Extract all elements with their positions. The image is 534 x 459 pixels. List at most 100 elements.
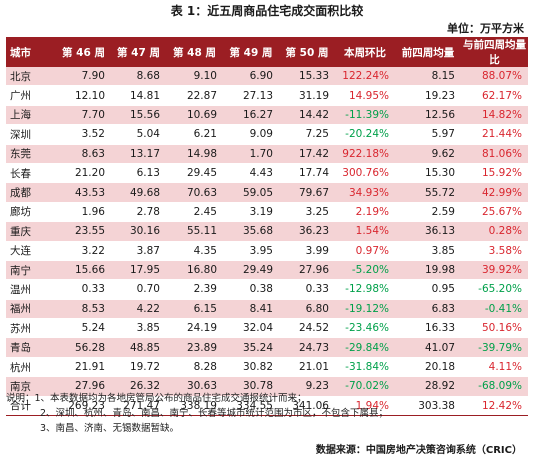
cell-w48: 6.21 xyxy=(166,124,223,145)
cell-w49: 35.68 xyxy=(223,221,279,242)
cell-w47: 48.85 xyxy=(111,337,166,358)
cell-wow: -12.98% xyxy=(335,279,395,300)
cell-w50: 31.19 xyxy=(279,85,335,106)
total-vs-avg: 12.42% xyxy=(461,395,528,417)
table-row: 南宁 15.66 17.95 16.80 29.49 27.96 -5.20% 19.98 39… xyxy=(6,260,528,281)
cell-w46: 21.20 xyxy=(56,163,111,184)
cell-avg4: 2.59 xyxy=(395,202,461,223)
cell-w50: 14.42 xyxy=(279,105,335,126)
total-w47: 271.47 xyxy=(111,395,166,417)
table-row: 苏州 5.24 3.85 24.19 32.04 24.52 -23.46% 16.33 50.… xyxy=(6,318,528,339)
header-four-week-avg: 前四周均量 xyxy=(395,37,461,67)
table-row: 广州 12.10 14.81 22.87 27.13 31.19 14.95% 19.23 62… xyxy=(6,85,528,106)
cell-w48: 2.45 xyxy=(166,202,223,223)
cell-avg4: 20.18 xyxy=(395,357,461,378)
cell-w46: 8.53 xyxy=(56,299,111,320)
cell-w46: 3.52 xyxy=(56,124,111,145)
data-source: 数据来源：中国房地产决策咨询系统（CRIC） xyxy=(315,445,522,456)
header-week-over-week: 本周环比 xyxy=(335,37,395,67)
table-row: 东莞 8.63 13.17 14.98 1.70 17.42 922.18% 9.62 81.0… xyxy=(6,144,528,164)
cell-city: 南宁 xyxy=(6,260,56,281)
cell-wow: -31.84% xyxy=(335,357,395,378)
total-w49: 334.55 xyxy=(223,395,279,417)
cell-w50: 24.73 xyxy=(279,337,335,358)
cell-w49: 0.38 xyxy=(223,279,279,300)
cell-vs-avg: 39.92% xyxy=(461,260,528,281)
total-w48: 338.19 xyxy=(166,395,223,417)
cell-w46: 7.70 xyxy=(56,105,111,126)
cell-w47: 14.81 xyxy=(111,85,166,106)
cell-w48: 24.19 xyxy=(166,318,223,339)
cell-w47: 2.78 xyxy=(111,202,166,223)
cell-city: 上海 xyxy=(6,105,56,126)
total-avg4: 303.38 xyxy=(395,395,461,417)
cell-city: 成都 xyxy=(6,182,56,203)
cell-w46: 0.33 xyxy=(56,279,111,300)
cell-w47: 5.04 xyxy=(111,124,166,145)
cell-w48: 55.11 xyxy=(166,221,223,242)
cell-vs-avg: 25.67% xyxy=(461,202,528,223)
header-week-47: 第 47 周 xyxy=(111,37,166,67)
cell-w47: 13.17 xyxy=(111,144,166,164)
cell-vs-avg: 88.07% xyxy=(461,67,528,87)
cell-avg4: 12.56 xyxy=(395,105,461,126)
cell-avg4: 9.62 xyxy=(395,144,461,164)
cell-w50: 36.23 xyxy=(279,221,335,242)
cell-w48: 23.89 xyxy=(166,337,223,358)
cell-w47: 4.22 xyxy=(111,299,166,320)
cell-wow: 922.18% xyxy=(335,144,395,164)
cell-city: 福州 xyxy=(6,299,56,320)
cell-vs-avg: -0.41% xyxy=(461,299,528,320)
cell-vs-avg: 3.58% xyxy=(461,241,528,261)
cell-vs-avg: 14.82% xyxy=(461,105,528,126)
cell-wow: 14.95% xyxy=(335,85,395,106)
cell-w46: 7.90 xyxy=(56,67,111,87)
cell-avg4: 0.95 xyxy=(395,279,461,300)
cell-w47: 6.13 xyxy=(111,163,166,184)
housing-transaction-table: 城市 第 46 周 第 47 周 第 48 周 第 49 周 第 50 周 本周… xyxy=(6,37,528,417)
cell-w48: 16.80 xyxy=(166,260,223,281)
cell-w49: 3.19 xyxy=(223,202,279,223)
cell-avg4: 3.85 xyxy=(395,241,461,261)
cell-avg4: 19.98 xyxy=(395,260,461,281)
table-row: 福州 8.53 4.22 6.15 8.41 6.80 -19.12% 6.83 -0.41% xyxy=(6,299,528,320)
cell-wow: 0.97% xyxy=(335,241,395,261)
cell-avg4: 8.15 xyxy=(395,67,461,87)
table-row: 长春 21.20 6.13 29.45 4.43 17.74 300.76% 15.30 15.… xyxy=(6,163,528,184)
cell-wow: 122.24% xyxy=(335,67,395,87)
cell-wow: -70.02% xyxy=(335,376,395,397)
cell-city: 苏州 xyxy=(6,318,56,339)
cell-w46: 15.66 xyxy=(56,260,111,281)
cell-w49: 6.90 xyxy=(223,67,279,87)
cell-w50: 3.25 xyxy=(279,202,335,223)
cell-avg4: 19.23 xyxy=(395,85,461,106)
cell-city: 大连 xyxy=(6,241,56,261)
cell-vs-avg: 50.16% xyxy=(461,318,528,339)
note-line-2: 2、深圳、杭州、青岛、南昌、南宁、长春等城市统计范围为市区，不包含下属县； xyxy=(40,408,389,419)
cell-wow: -20.24% xyxy=(335,124,395,145)
cell-w47: 3.85 xyxy=(111,318,166,339)
cell-w46: 21.91 xyxy=(56,357,111,378)
cell-wow: -29.84% xyxy=(335,337,395,358)
unit-label: 单位：万平方米 xyxy=(447,22,524,35)
cell-w48: 9.10 xyxy=(166,67,223,87)
cell-w47: 19.72 xyxy=(111,357,166,378)
cell-vs-avg: -39.79% xyxy=(461,337,528,358)
cell-w49: 30.82 xyxy=(223,357,279,378)
cell-w46: 3.22 xyxy=(56,241,111,261)
header-city: 城市 xyxy=(6,37,56,67)
cell-w48: 6.15 xyxy=(166,299,223,320)
cell-w49: 9.09 xyxy=(223,124,279,145)
cell-w48: 22.87 xyxy=(166,85,223,106)
cell-w47: 3.87 xyxy=(111,241,166,261)
cell-w48: 29.45 xyxy=(166,163,223,184)
table-row: 重庆 23.55 30.16 55.11 35.68 36.23 1.54% 36.13 0.2… xyxy=(6,221,528,242)
cell-city: 东莞 xyxy=(6,144,56,164)
cell-wow: -11.39% xyxy=(335,105,395,126)
cell-city: 杭州 xyxy=(6,357,56,378)
cell-w48: 14.98 xyxy=(166,144,223,164)
cell-wow: -23.46% xyxy=(335,318,395,339)
cell-w46: 23.55 xyxy=(56,221,111,242)
header-week-49: 第 49 周 xyxy=(223,37,279,67)
cell-city: 南京 xyxy=(6,376,56,397)
